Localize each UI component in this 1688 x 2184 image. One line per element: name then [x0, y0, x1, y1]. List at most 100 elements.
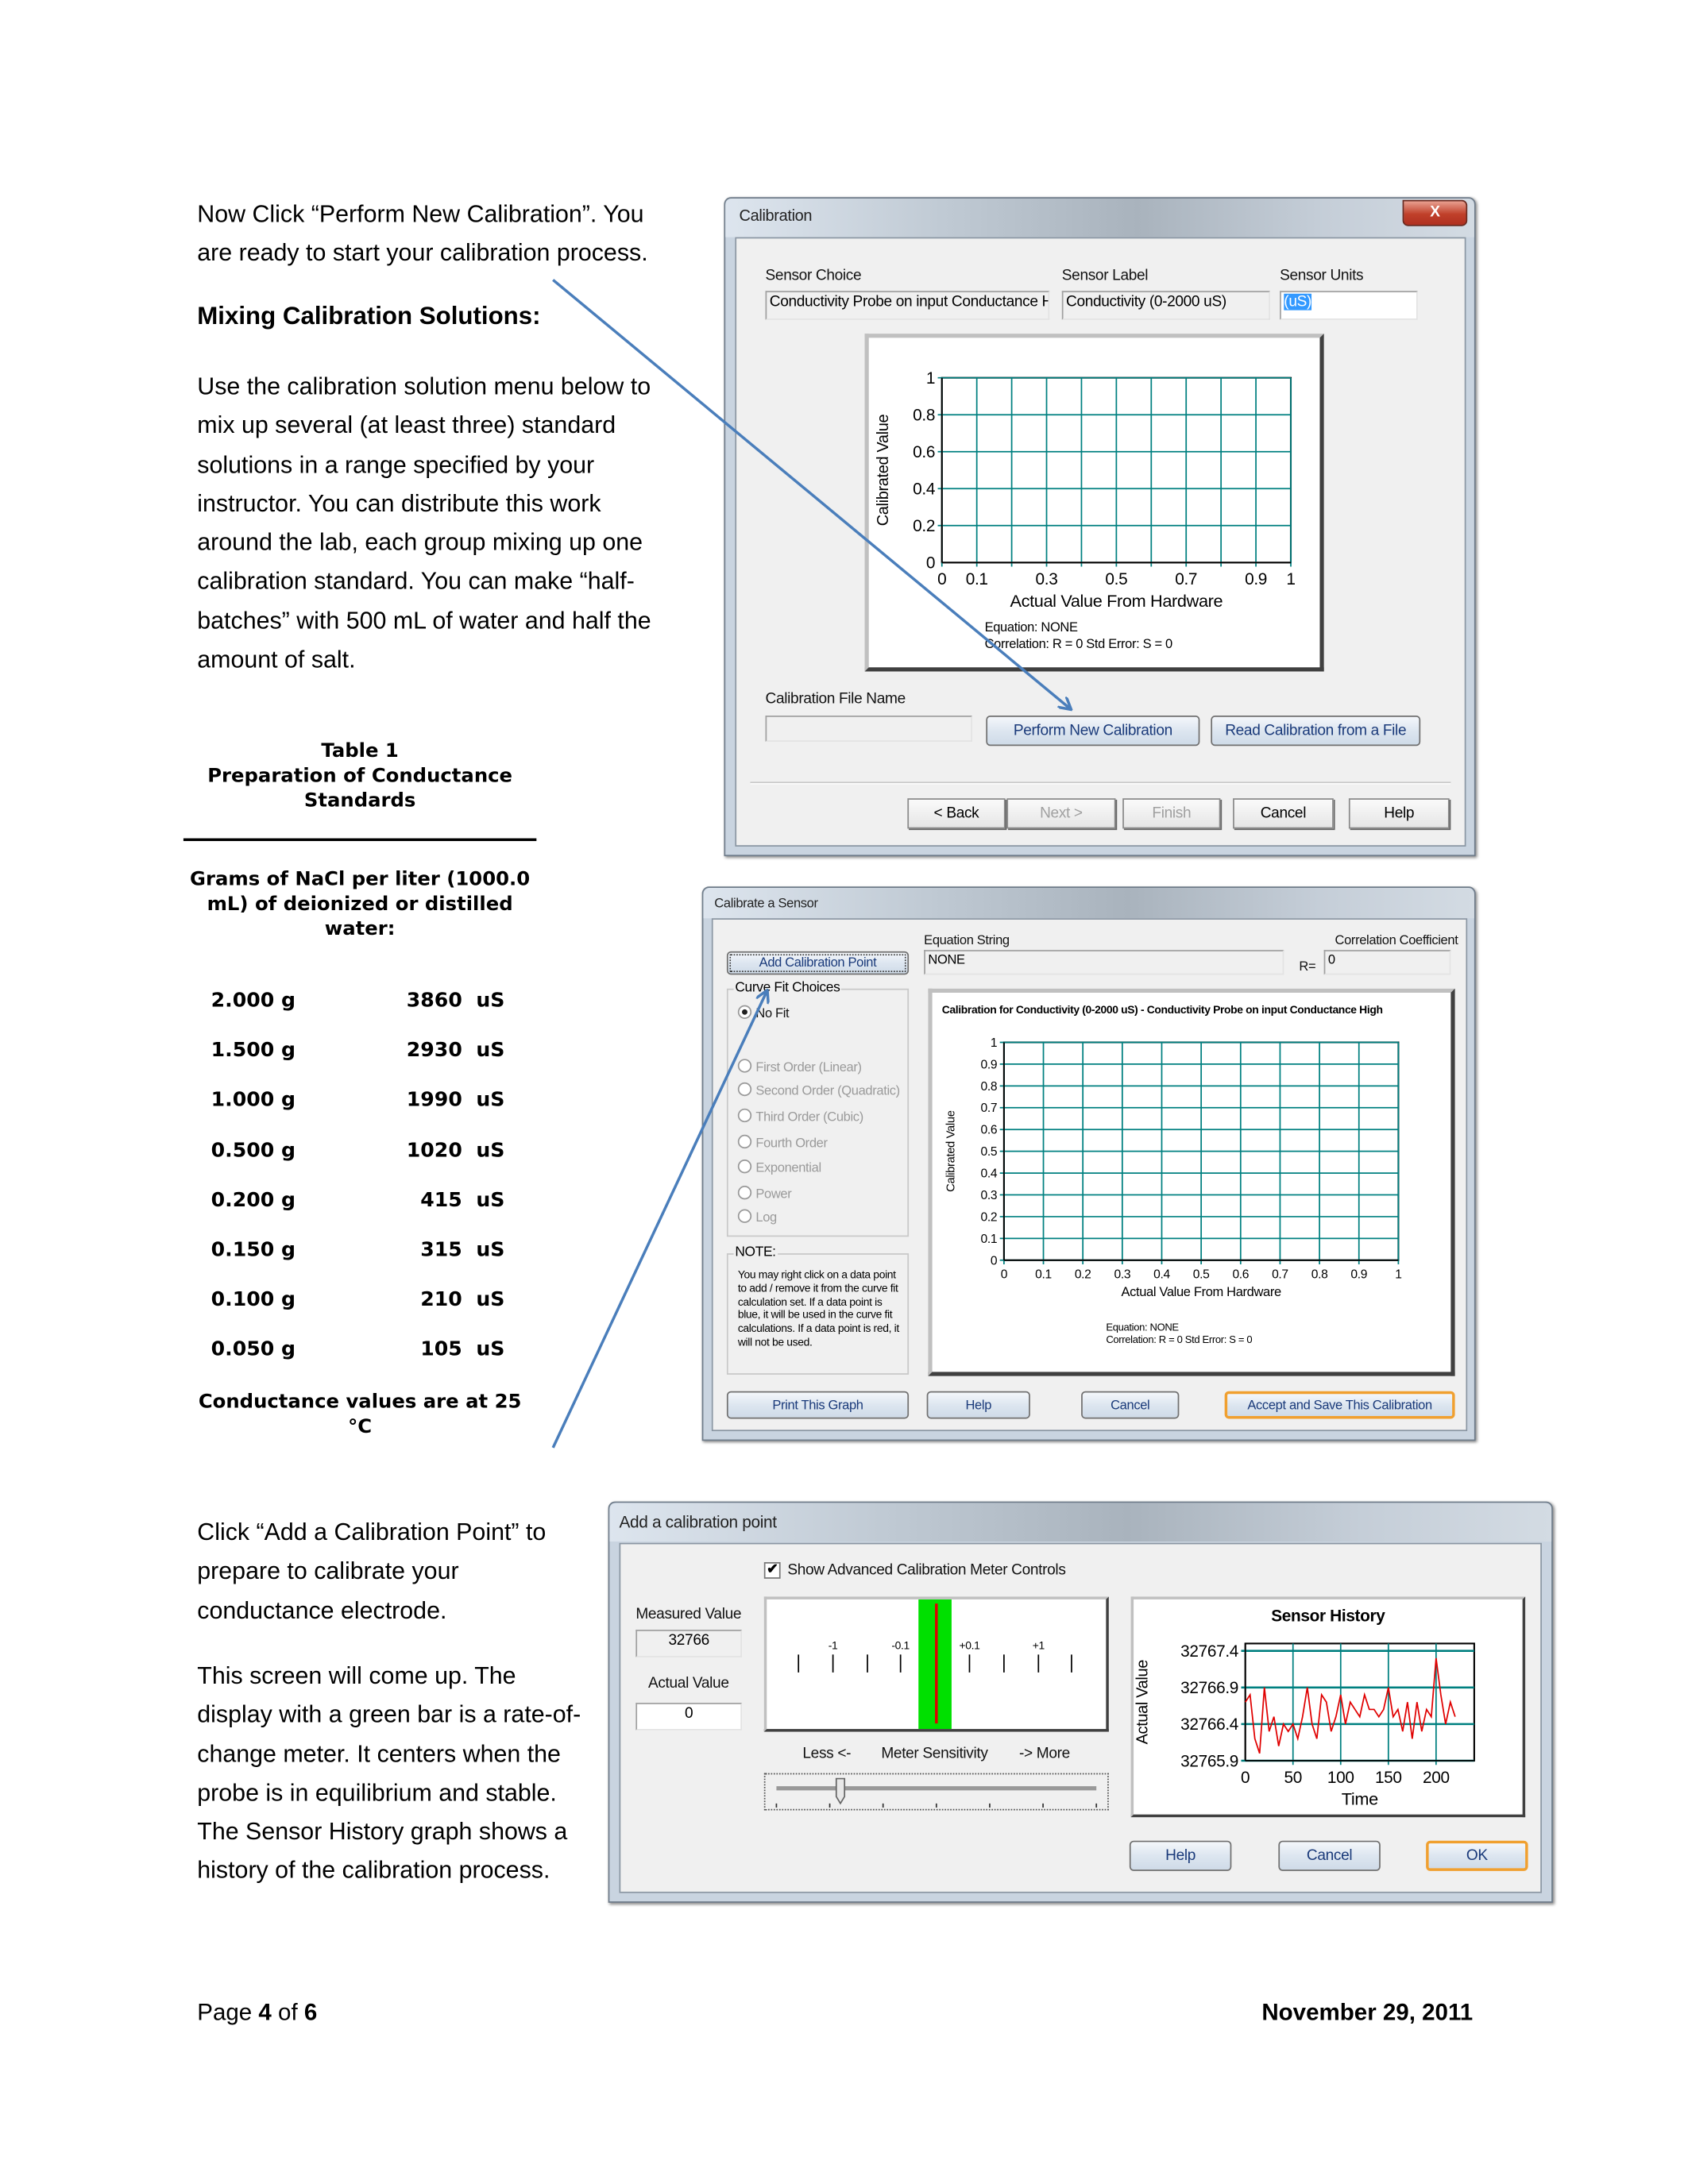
table-cell-grams: 0.150 g [211, 1239, 296, 1262]
radio-label: No Fit [755, 1006, 790, 1022]
table-cell-conductance: 3860 uS [406, 990, 505, 1013]
chart-stats: Equation: NONE Correlation: R = 0 Std Er… [984, 620, 1173, 654]
radio-icon [737, 1186, 752, 1200]
slider-track[interactable] [766, 1774, 1108, 1808]
y-tick-label: 32765.9 [1180, 1752, 1238, 1770]
title-bar[interactable] [703, 888, 1474, 919]
sensor-label-label: Sensor Label [1061, 267, 1149, 284]
y-tick-label: 1 [991, 1036, 997, 1050]
x-tick-label: 0.9 [1350, 1268, 1367, 1281]
calibrate-sensor-dialog: Calibrate a Sensor Add Calibration Point… [701, 886, 1476, 1441]
ok-button[interactable]: OK [1426, 1840, 1528, 1871]
x-tick-label: 0.1 [966, 570, 988, 588]
document-date: November 29, 2011 [1261, 1999, 1474, 2026]
table-cell-conductance: 1020 uS [406, 1140, 505, 1162]
help-button[interactable]: Help [926, 1391, 1030, 1419]
meter-green-bar [918, 1599, 952, 1730]
y-tick-label: 0 [926, 554, 935, 573]
sensor-choice-field[interactable]: Conductivity Probe on input Conductance … [765, 291, 1050, 320]
y-tick-label: 0.8 [913, 407, 935, 425]
back-button[interactable]: < Back [907, 798, 1006, 829]
y-tick-label: 0.2 [913, 517, 935, 535]
page-of: of [271, 1999, 304, 2026]
curve-fit-radio[interactable]: First Order (Linear) [737, 1059, 862, 1075]
radio-icon [737, 1108, 752, 1123]
table-cell-conductance: 1990 uS [406, 1090, 505, 1112]
curve-fit-radio[interactable]: Third Order (Cubic) [737, 1108, 863, 1125]
table-cell-conductance: 315 uS [420, 1239, 505, 1262]
close-button[interactable]: X [1402, 199, 1468, 226]
actual-value-input[interactable]: 0 [635, 1703, 743, 1731]
x-tick-label: 0.7 [1175, 570, 1197, 588]
add-calibration-point-dialog: Add a calibration point ✔ Show Advanced … [608, 1501, 1553, 1903]
cancel-button[interactable]: Cancel [1081, 1391, 1180, 1419]
radio-label: Exponential [755, 1160, 821, 1176]
curve-fit-radio[interactable]: Log [737, 1209, 777, 1226]
curve-fit-radio[interactable]: Second Order (Quadratic) [737, 1082, 900, 1099]
table-divider [183, 838, 537, 841]
calibration-chart: 0 0.1 0.2 0.3 0.4 0.5 0.6 0.7 0.8 0.9 1 0 0.1 0.2 0.3 0… [942, 1003, 1402, 1299]
page-prefix: Page [197, 1999, 259, 2026]
curve-fit-radio[interactable]: No Fit [737, 1005, 790, 1022]
perform-new-calibration-button[interactable]: Perform New Calibration [986, 716, 1200, 747]
page-current: 4 [258, 1999, 272, 2026]
dialog-title: Add a calibration point [619, 1512, 778, 1532]
equation-text: Equation: NONE [1106, 1321, 1179, 1333]
intro-paragraph-4: This screen will come up. The display wi… [197, 1656, 586, 1890]
sensitivity-slider[interactable] [763, 1773, 1109, 1811]
radio-label: Power [755, 1187, 792, 1202]
equation-string-field[interactable]: NONE [924, 950, 1284, 975]
more-label: -> More [1018, 1745, 1070, 1762]
sensor-units-field[interactable]: (uS) [1280, 291, 1418, 320]
help-button[interactable]: Help [1129, 1840, 1232, 1871]
x-tick-label: 0.8 [1311, 1268, 1328, 1281]
accept-save-calibration-button[interactable]: Accept and Save This Calibration [1224, 1391, 1455, 1419]
next-button[interactable]: Next > [1006, 798, 1116, 829]
y-axis-label: Actual Value [1134, 1660, 1151, 1745]
curve-fit-radio[interactable]: Exponential [737, 1160, 821, 1176]
table-header: Grams of NaCl per liter (1000.0 mL) of d… [190, 868, 531, 941]
file-name-field[interactable] [765, 716, 972, 743]
help-button[interactable]: Help [1348, 798, 1450, 829]
y-tick-label: 0.2 [981, 1210, 998, 1224]
y-tick-label: 0.8 [981, 1080, 998, 1094]
correlation-field[interactable]: 0 [1323, 950, 1451, 975]
y-tick-label: 32766.9 [1180, 1679, 1238, 1697]
radio-label: Fourth Order [755, 1136, 828, 1152]
intro-paragraph-1: Now Click “Perform New Calibration”. You… [197, 195, 682, 272]
table-cell-conductance: 210 uS [420, 1289, 505, 1312]
sensor-units-selected-text: (uS) [1284, 293, 1312, 311]
correlation-coefficient-label: Correlation Coefficient [1335, 933, 1458, 949]
cancel-button[interactable]: Cancel [1278, 1840, 1381, 1871]
y-tick-label: 0.6 [981, 1124, 998, 1137]
sensor-choice-label: Sensor Choice [765, 267, 862, 284]
slider-thumb[interactable] [835, 1777, 846, 1805]
dialog-title: Calibrate a Sensor [714, 896, 818, 912]
sensor-label-field[interactable]: Conductivity (0-2000 uS) [1061, 291, 1270, 320]
table-cell-grams: 0.200 g [211, 1189, 296, 1212]
title-bar[interactable] [725, 198, 1474, 237]
meter-tick-label: +0.1 [959, 1638, 980, 1651]
cancel-button[interactable]: Cancel [1233, 798, 1334, 829]
show-advanced-checkbox[interactable]: ✔ [763, 1562, 781, 1579]
radio-icon [737, 1059, 752, 1073]
radio-label: Log [755, 1210, 777, 1226]
dialog-body: ✔ Show Advanced Calibration Meter Contro… [619, 1542, 1542, 1893]
x-tick-label: 0.9 [1245, 570, 1267, 588]
table-number: Table 1 [321, 740, 399, 763]
chart-title: Sensor History [1271, 1607, 1385, 1626]
title-bar[interactable] [609, 1503, 1552, 1542]
note-text: You may right click on a data point to a… [737, 1268, 899, 1349]
correlation-text: Correlation: R = 0 Std Error: S = 0 [984, 637, 1173, 653]
curve-fit-radio[interactable]: Fourth Order [737, 1134, 828, 1152]
radio-icon [737, 1209, 752, 1223]
x-tick-label: 0.5 [1105, 570, 1127, 588]
read-calibration-file-button[interactable]: Read Calibration from a File [1211, 716, 1421, 747]
add-calibration-point-button[interactable]: Add Calibration Point [726, 951, 910, 975]
intro-text-2: Use the calibration solution menu below … [197, 372, 651, 673]
arrow-to-perform-new-calibration [552, 279, 1070, 708]
finish-button[interactable]: Finish [1122, 798, 1221, 829]
curve-fit-radio[interactable]: Power [737, 1186, 792, 1202]
print-graph-button[interactable]: Print This Graph [726, 1391, 910, 1419]
